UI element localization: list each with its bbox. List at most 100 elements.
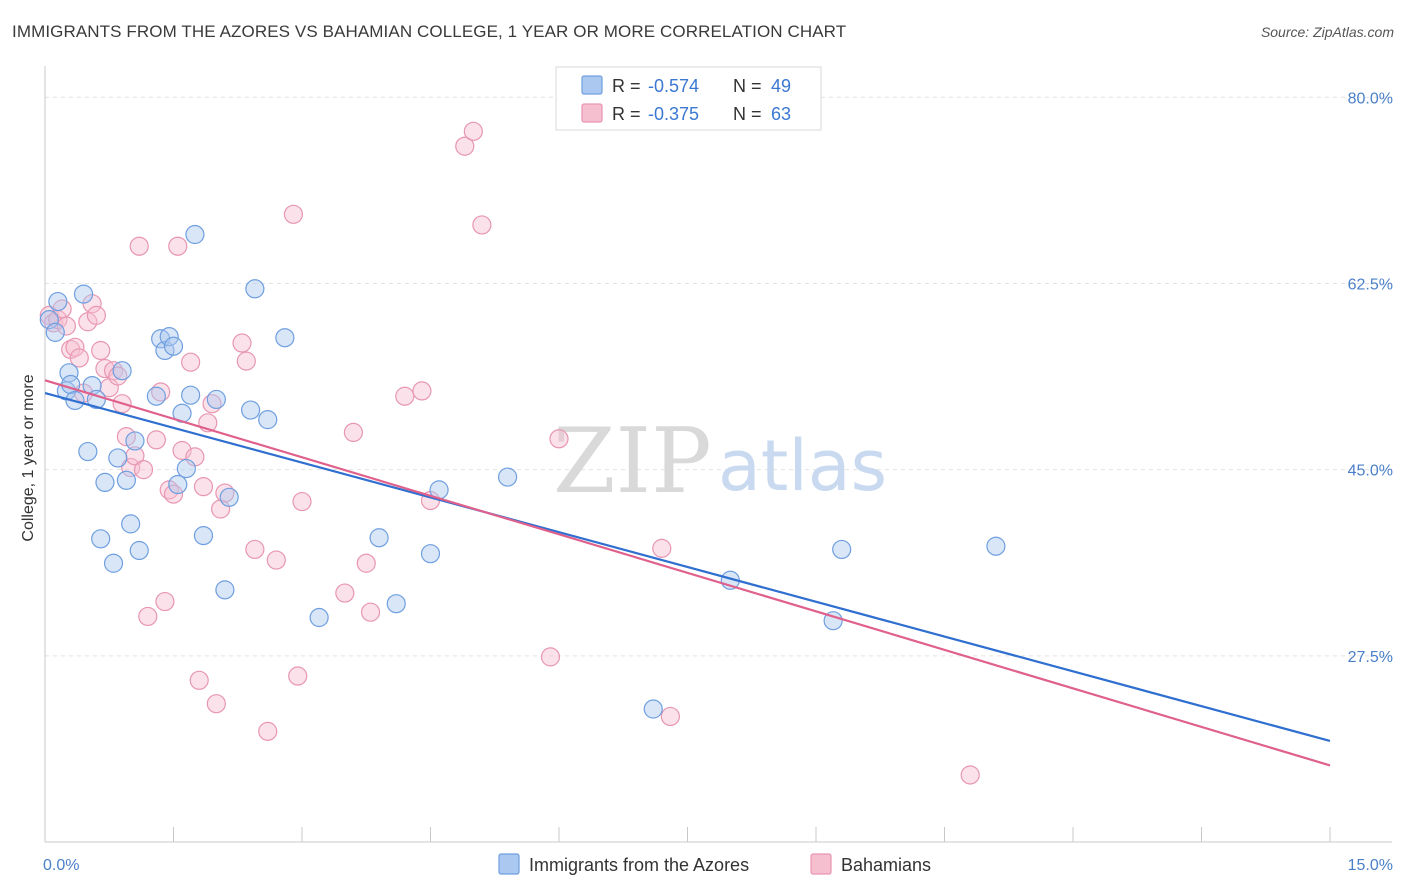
azores-point: [73, 284, 94, 304]
trend-lines: [44, 379, 1331, 767]
legend-pink-r-label: R =: [612, 104, 641, 124]
bahamian-point: [960, 765, 980, 785]
azores-point: [112, 361, 132, 381]
azores-point: [275, 328, 295, 348]
bahamian-point: [65, 337, 85, 357]
bahamian-point: [343, 422, 363, 443]
bahamian-point: [168, 236, 188, 256]
azores-point: [108, 448, 128, 468]
azores-point: [163, 336, 184, 356]
bahamian-point: [660, 706, 680, 727]
azores-point: [146, 386, 166, 406]
azores-point: [45, 322, 65, 342]
legend-pink-n-value: 63: [771, 104, 791, 124]
azores-point: [986, 536, 1006, 556]
azores-point: [245, 279, 265, 299]
bahamian-point: [69, 348, 89, 368]
azores-point: [643, 699, 663, 719]
watermark-atlas: atlas: [718, 425, 887, 507]
axes: [44, 66, 1392, 843]
azores-point: [258, 410, 278, 430]
azores-point: [116, 470, 136, 490]
bahamian-point: [206, 694, 226, 714]
series-legend-blue-label: Immigrants from the Azores: [529, 855, 749, 875]
source-label: Source: ZipAtlas.com: [1260, 24, 1394, 40]
legend-pink-r-value: -0.375: [648, 104, 699, 124]
bahamian-point: [236, 351, 256, 371]
x-tick-label: 0.0%: [43, 857, 79, 874]
bahamian-point: [335, 583, 355, 603]
azores-point: [309, 607, 329, 628]
azores-point: [241, 400, 261, 420]
y-axis-label: College, 1 year or more: [20, 374, 37, 541]
azores-point: [103, 553, 124, 573]
azores-point: [78, 441, 98, 462]
legend-pink-n-label: N =: [733, 104, 762, 124]
legend-blue-r-value: -0.574: [648, 76, 699, 96]
watermark-zip: ZIP: [553, 409, 712, 514]
bahamian-point: [155, 591, 175, 612]
bahamian-point: [245, 539, 265, 560]
azores-point: [95, 472, 115, 493]
legend-blue-n-value: 49: [771, 76, 791, 96]
bahamian-point: [129, 236, 149, 256]
bahamian-point: [146, 430, 166, 450]
legend-blue-n-label: N =: [733, 76, 762, 96]
bahamian-point: [360, 602, 381, 622]
legend-pink-swatch: [581, 103, 603, 123]
azores-point: [219, 487, 239, 507]
bahamian-point: [125, 446, 145, 466]
azores-point: [159, 327, 179, 347]
azores-point: [386, 594, 406, 614]
legend-blue-swatch: [581, 75, 603, 95]
azores-point: [168, 474, 188, 495]
azores-point: [125, 431, 145, 451]
azores-point: [129, 540, 149, 561]
azores-point: [39, 310, 59, 330]
bahamian-point: [292, 491, 312, 512]
chart-title: IMMIGRANTS FROM THE AZORES VS BAHAMIAN C…: [12, 22, 847, 41]
azores-point: [121, 514, 141, 534]
bahamian-point: [189, 670, 209, 690]
bahamian-point: [549, 429, 569, 449]
legend-blue-r-label: R =: [612, 76, 641, 96]
bahamian-point: [412, 381, 432, 401]
azores-point: [420, 544, 441, 564]
bahamian-point: [138, 606, 158, 627]
y-tick-label: 62.5%: [1348, 276, 1393, 293]
y-tick-label: 45.0%: [1348, 463, 1393, 480]
bahamian-point: [283, 204, 304, 224]
bahamian-point: [258, 721, 278, 741]
bahamian-point: [232, 333, 252, 353]
bahamian-point: [163, 484, 184, 504]
bahamian-point: [463, 121, 483, 141]
azores-point: [48, 291, 68, 312]
bahamian-point: [288, 666, 308, 686]
azores-point: [369, 528, 389, 548]
bahamian-point: [266, 550, 286, 570]
azores-point: [91, 529, 111, 549]
y-tick-labels: 80.0% 62.5% 45.0% 27.5%: [1348, 90, 1393, 666]
bahamian-point: [395, 386, 415, 406]
y-tick-label: 80.0%: [1348, 90, 1393, 107]
azores-point: [185, 224, 205, 245]
bahamian-point: [472, 215, 492, 235]
series-legend-pink-swatch: [810, 853, 832, 875]
bahamian-point: [181, 352, 201, 372]
azores-point: [215, 580, 235, 600]
azores-point: [193, 525, 214, 546]
bahamian-trend-line: [44, 379, 1331, 767]
azores-trend-line: [44, 391, 1331, 742]
stats-legend: R = -0.574 N = 49 R = -0.375 N = 63: [555, 66, 822, 131]
azores-point: [498, 467, 518, 487]
azores-point: [176, 458, 196, 479]
azores-point: [832, 539, 852, 560]
x-tick-labels: 0.0% 15.0%: [43, 857, 1393, 874]
data-points: [39, 121, 1006, 785]
watermark: ZIP atlas: [553, 409, 887, 514]
azores-point: [206, 389, 226, 410]
bahamian-point: [86, 305, 107, 325]
series-legend: Immigrants from the Azores Bahamians: [498, 853, 931, 875]
series-legend-blue-swatch: [498, 853, 520, 875]
